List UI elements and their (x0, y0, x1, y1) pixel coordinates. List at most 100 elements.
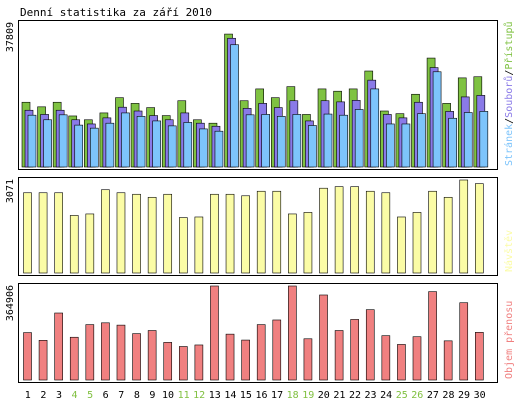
bar-kbytes-day-7 (116, 324, 126, 381)
day-label-22: 22 (349, 390, 361, 401)
legend-entry-traffic-2: Souborů (503, 76, 515, 118)
bar-visits-day-3 (54, 192, 63, 274)
bar-kbytes-day-21 (334, 330, 344, 381)
day-label-4: 4 (72, 390, 78, 401)
bar-pages-day-7 (121, 112, 130, 168)
bar-pages-day-3 (58, 114, 68, 168)
bar-kbytes-day-27 (428, 291, 437, 381)
bar-kbytes-day-29 (459, 302, 469, 381)
bar-pages-day-24 (386, 123, 395, 168)
bar-visits-day-16 (256, 190, 266, 274)
legend-entry-traffic-4: Přístupů (503, 21, 515, 69)
bar-visits-day-9 (147, 196, 157, 274)
day-label-29: 29 (458, 390, 470, 401)
bar-visits-day-6 (101, 189, 110, 274)
bar-visits-day-25 (397, 216, 406, 274)
bar-pages-day-18 (292, 114, 302, 168)
legend-visits: Návštěv (503, 230, 515, 272)
bar-kbytes-day-3 (54, 312, 63, 381)
bar-visits-day-19 (303, 212, 313, 274)
day-label-11: 11 (178, 390, 190, 401)
bar-kbytes-day-12 (194, 344, 204, 381)
bar-pages-day-14 (230, 44, 239, 168)
panel-kbytes: 364906 Objem přenosu (5, 283, 515, 383)
bar-pages-day-4 (74, 124, 84, 168)
bar-kbytes-day-20 (319, 294, 328, 381)
bar-visits-day-23 (365, 190, 375, 274)
day-label-23: 23 (365, 390, 377, 401)
bar-kbytes-day-5 (85, 324, 95, 381)
bar-kbytes-day-17 (272, 319, 282, 381)
bar-visits-day-29 (459, 179, 469, 274)
day-label-10: 10 (162, 390, 174, 401)
bar-kbytes-day-23 (365, 309, 375, 381)
bar-visits-day-2 (38, 192, 48, 274)
bar-kbytes-day-10 (163, 342, 173, 381)
bar-kbytes-day-4 (69, 336, 79, 381)
legend-traffic: Stránek/Souborů/Přístupů (503, 21, 515, 166)
bar-pages-day-1 (27, 114, 37, 168)
bar-pages-day-20 (323, 113, 333, 168)
max-value-label-visits: 3071 (5, 179, 16, 203)
day-label-9: 9 (149, 390, 155, 401)
panel-frame-visits (18, 177, 498, 276)
bar-pages-day-19 (308, 125, 317, 168)
bar-kbytes-day-2 (38, 340, 48, 381)
bar-pages-day-27 (432, 71, 442, 168)
bar-kbytes-day-19 (303, 338, 313, 381)
bar-kbytes-day-24 (381, 335, 391, 381)
day-label-14: 14 (224, 390, 236, 401)
bar-visits-day-12 (194, 216, 204, 274)
bar-pages-day-8 (136, 116, 146, 168)
bar-pages-day-10 (167, 125, 177, 168)
bar-kbytes-day-28 (443, 340, 453, 381)
bar-visits-day-20 (319, 187, 328, 274)
day-label-21: 21 (333, 390, 345, 401)
bar-kbytes-day-14 (225, 333, 235, 381)
bar-pages-day-21 (339, 114, 348, 168)
max-value-label-kbytes: 364906 (5, 285, 16, 321)
legend-entry-traffic-1: / (504, 118, 515, 124)
bar-visits-day-27 (428, 190, 437, 274)
day-label-19: 19 (302, 390, 314, 401)
day-label-5: 5 (87, 390, 93, 401)
bar-kbytes-day-26 (412, 336, 422, 381)
bar-visits-day-30 (475, 183, 484, 274)
bar-pages-day-23 (370, 88, 380, 168)
bar-pages-day-13 (214, 130, 224, 168)
bar-kbytes-day-8 (132, 333, 141, 381)
bar-visits-day-5 (85, 213, 95, 274)
day-label-30: 30 (474, 390, 486, 401)
bar-pages-day-17 (276, 116, 286, 168)
bar-kbytes-day-18 (288, 285, 297, 381)
bar-pages-day-9 (152, 120, 161, 168)
bar-visits-day-18 (288, 213, 297, 274)
panel-traffic: 37809 Stránek/Souborů/Přístupů (5, 20, 515, 170)
bar-visits-day-26 (412, 212, 422, 274)
day-label-24: 24 (380, 390, 392, 401)
day-label-27: 27 (427, 390, 439, 401)
bar-kbytes-day-11 (179, 346, 188, 381)
bar-kbytes-day-25 (397, 344, 406, 381)
max-value-label-traffic: 37809 (5, 22, 16, 52)
bar-visits-day-4 (69, 215, 79, 274)
panel-frame-traffic (18, 20, 498, 170)
chart-title: Denní statistika za září 2010 (20, 6, 212, 19)
bar-visits-day-15 (241, 195, 250, 274)
bar-visits-day-17 (272, 190, 282, 274)
legend-entry-visits-0: Návštěv (503, 230, 515, 272)
bar-kbytes-day-15 (241, 339, 250, 381)
bar-kbytes-day-1 (23, 332, 32, 381)
bar-pages-day-16 (261, 114, 271, 168)
day-label-1: 1 (25, 390, 31, 401)
day-label-26: 26 (411, 390, 423, 401)
legend-kbytes: Objem přenosu (503, 301, 515, 379)
bar-visits-day-22 (350, 186, 359, 274)
panel-frame-kbytes (18, 283, 498, 383)
legend-entry-traffic-3: / (504, 70, 515, 76)
bar-pages-day-30 (479, 111, 489, 168)
day-label-18: 18 (287, 390, 299, 401)
day-label-20: 20 (318, 390, 330, 401)
bar-pages-day-25 (401, 123, 411, 168)
